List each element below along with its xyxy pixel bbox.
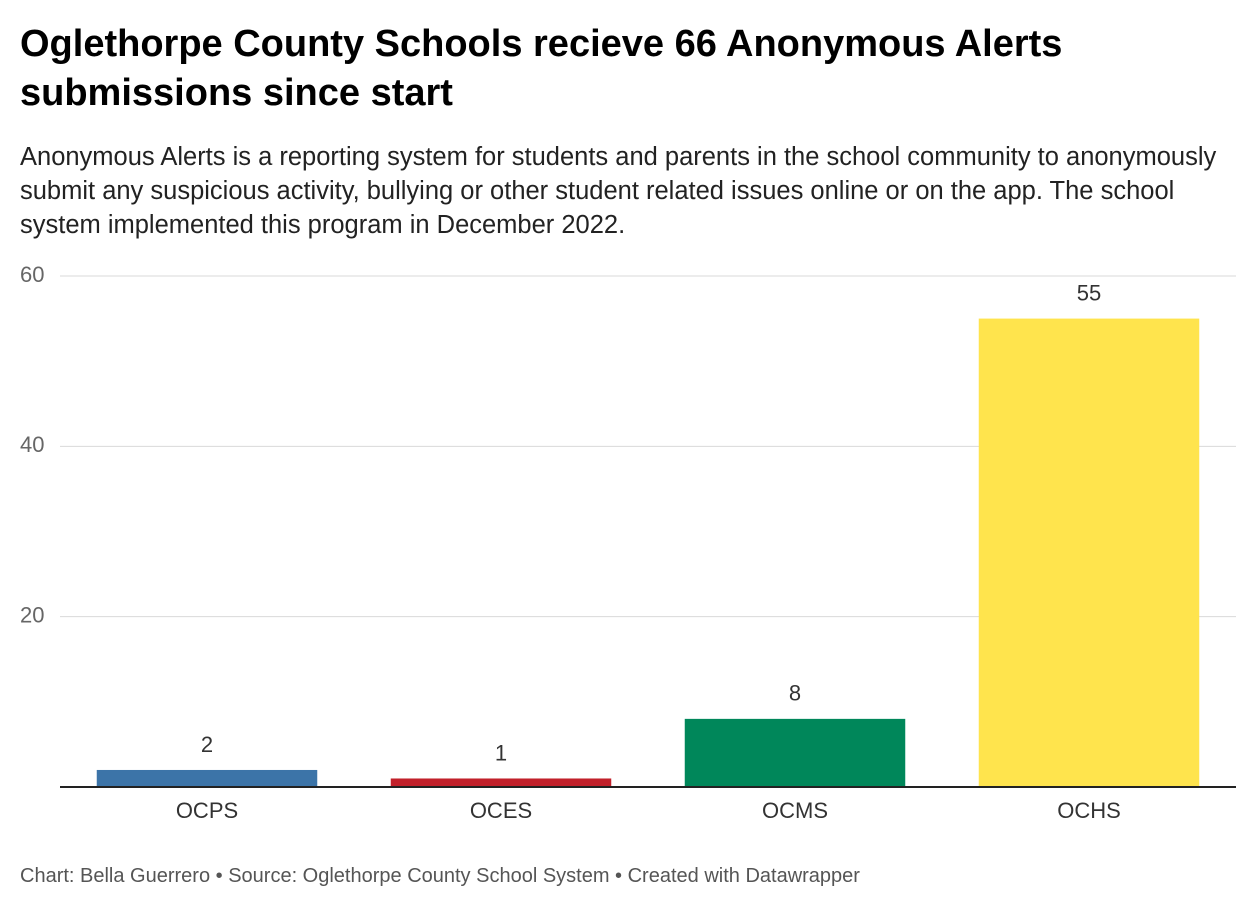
bar xyxy=(390,778,612,787)
chart-title: Oglethorpe County Schools recieve 66 Ano… xyxy=(20,23,1063,114)
x-tick-label: OCES xyxy=(470,798,532,823)
x-tick-label: OCHS xyxy=(1057,798,1121,823)
value-label: 55 xyxy=(1077,280,1101,305)
x-tick-label: OCMS xyxy=(762,798,828,823)
chart: 20 40 60 OCPS 2 OCES 1 OCMS 8 OCHS 55 xyxy=(20,262,1236,823)
value-label: 1 xyxy=(495,740,507,765)
value-label: 2 xyxy=(201,732,213,757)
bar xyxy=(684,718,906,787)
x-tick-label: OCPS xyxy=(176,798,238,823)
bar xyxy=(978,318,1200,787)
y-tick-label: 20 xyxy=(20,602,44,627)
footer: Chart: Bella Guerrero • Source: Oglethor… xyxy=(20,865,860,887)
y-tick-label: 60 xyxy=(20,262,44,287)
chart-subtitle: Anonymous Alerts is a reporting system f… xyxy=(20,143,1217,239)
bar xyxy=(96,769,318,787)
value-label: 8 xyxy=(789,681,801,706)
y-tick-label: 40 xyxy=(20,432,44,457)
